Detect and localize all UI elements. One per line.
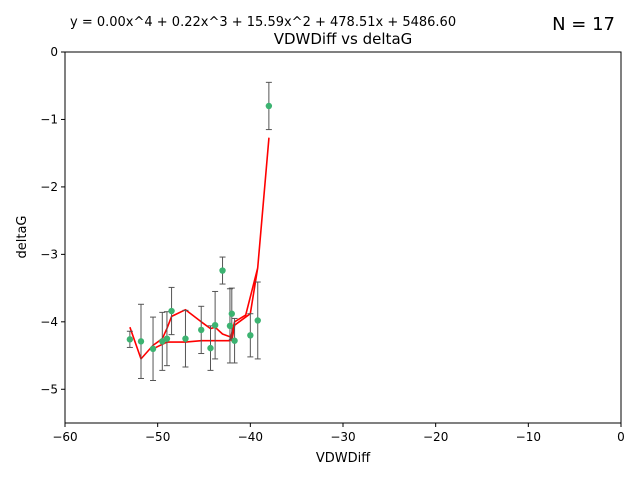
x-tick-label: −40	[238, 430, 263, 444]
equation-label: y = 0.00x^4 + 0.22x^3 + 15.59x^2 + 478.5…	[70, 15, 456, 30]
x-axis-ticks: −60 −50 −40 −30 −20 −10 0	[52, 423, 625, 444]
y-tick-label: −5	[40, 382, 58, 396]
data-point	[207, 344, 214, 352]
fit-line	[129, 137, 270, 360]
data-point	[168, 307, 175, 315]
data-point	[149, 345, 157, 352]
x-tick-label: −50	[145, 430, 170, 444]
y-tick-label: −2	[40, 180, 58, 194]
y-axis-label: deltaG	[15, 216, 30, 259]
data-point	[159, 338, 166, 345]
y-axis-ticks: −5 −4 −3 −2 −1 0	[40, 45, 65, 396]
data-point	[126, 336, 134, 343]
data-point	[265, 102, 273, 110]
x-tick-label: −10	[516, 430, 541, 444]
axes-frame	[64, 51, 622, 424]
y-tick-label: −3	[40, 247, 58, 261]
data-point	[163, 335, 171, 342]
y-tick-label: −4	[40, 315, 58, 329]
x-tick-label: 0	[617, 430, 625, 444]
data-point	[247, 332, 254, 339]
data-point	[254, 317, 261, 324]
x-axis-label: VDWDiff	[316, 451, 371, 466]
fit-layer	[129, 137, 270, 360]
x-tick-label: −30	[330, 430, 355, 444]
x-tick-label: −60	[52, 430, 77, 444]
chart-title: VDWDiff vs deltaG	[274, 30, 413, 48]
data-point	[226, 322, 234, 330]
y-tick-label: −1	[40, 112, 58, 126]
data-point	[228, 310, 235, 317]
data-point	[137, 338, 145, 345]
x-tick-label: −20	[423, 430, 448, 444]
y-tick-label: 0	[50, 45, 58, 59]
data-point	[198, 326, 205, 334]
data-point	[211, 321, 219, 329]
data-point	[231, 337, 238, 344]
data-point	[219, 267, 226, 274]
points-layer	[126, 102, 273, 352]
data-point	[182, 335, 189, 342]
count-label: N = 17	[552, 14, 615, 35]
